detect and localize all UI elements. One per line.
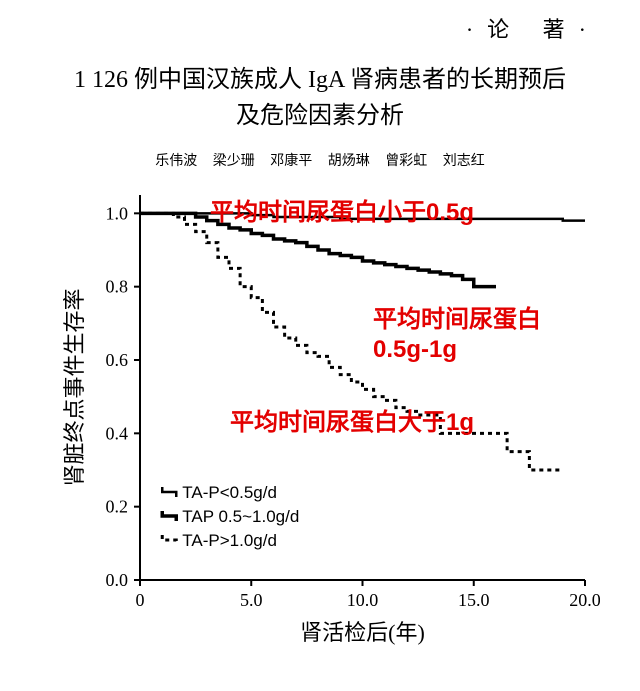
legend-label: TA-P>1.0g/d	[182, 531, 277, 550]
legend-swatch	[162, 535, 176, 545]
annotation-0: 平均时间尿蛋白小于0.5g	[210, 198, 474, 228]
legend-swatch	[162, 511, 176, 521]
paper-title: 1 126 例中国汉族成人 IgA 肾病患者的长期预后 及危险因素分析	[0, 62, 640, 134]
x-tick-label: 20.0	[569, 590, 600, 610]
y-tick-label: 0.4	[106, 423, 129, 443]
y-tick-label: 0.8	[106, 277, 129, 297]
x-axis-label: 肾活检后(年)	[300, 620, 425, 645]
title-line-2: 及危险因素分析	[236, 103, 404, 129]
title-line-1: 1 126 例中国汉族成人 IgA 肾病患者的长期预后	[74, 67, 566, 93]
y-axis-label: 肾脏终点事件生存率	[62, 288, 87, 486]
section-mark: ·论 著·	[466, 12, 600, 44]
authors-line: 乐伟波 梁少珊 邓康平 胡炀琳 曾彩虹 刘志红	[0, 150, 640, 170]
y-tick-label: 1.0	[106, 203, 129, 223]
legend-label: TAP 0.5~1.0g/d	[182, 507, 299, 526]
legend-label: TA-P<0.5g/d	[182, 483, 277, 502]
y-tick-label: 0.2	[106, 497, 129, 517]
x-tick-label: 15.0	[458, 590, 490, 610]
annotation-1: 平均时间尿蛋白0.5g-1g	[373, 305, 541, 365]
y-tick-label: 0.0	[106, 570, 129, 590]
x-tick-label: 0	[136, 590, 145, 610]
x-tick-label: 5.0	[240, 590, 263, 610]
legend-swatch	[162, 487, 176, 497]
annotation-2: 平均时间尿蛋白大于1g	[230, 408, 474, 438]
y-tick-label: 0.6	[106, 350, 129, 370]
x-tick-label: 10.0	[347, 590, 379, 610]
